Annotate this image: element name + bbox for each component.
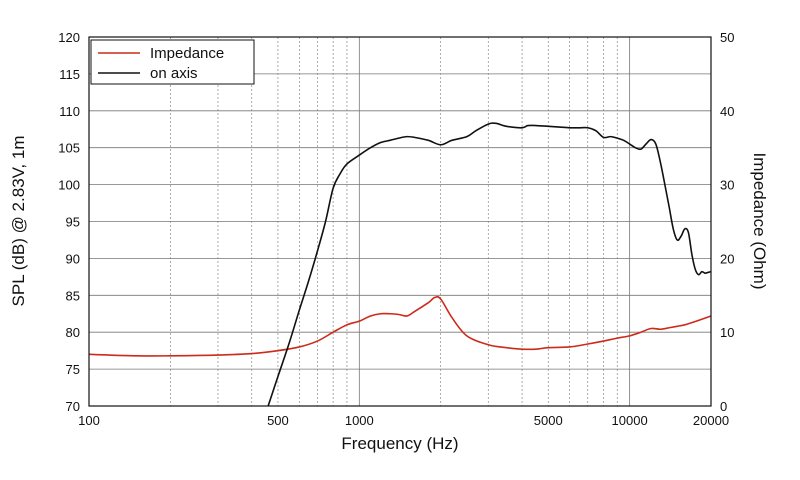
y2-tick-label: 10 <box>720 325 734 340</box>
y-tick-label: 115 <box>59 67 80 82</box>
y-tick-label: 110 <box>59 104 80 119</box>
y-tick-label: 100 <box>58 178 80 193</box>
y-tick-label: 95 <box>66 215 80 230</box>
x-tick-label: 20000 <box>693 413 729 428</box>
y-axis-title: SPL (dB) @ 2.83V, 1m <box>9 136 28 307</box>
y-tick-label: 90 <box>66 251 80 266</box>
y-tick-label: 120 <box>58 30 80 45</box>
y2-tick-label: 40 <box>720 104 734 119</box>
y-tick-label: 105 <box>58 141 80 156</box>
y2-axis-title: Impedance (Ohm) <box>750 153 769 290</box>
x-tick-label: 5000 <box>534 413 563 428</box>
legend-label-impedance: Impedance <box>150 45 224 62</box>
x-tick-label: 1000 <box>345 413 374 428</box>
plot-frame <box>88 36 712 407</box>
y-tick-label: 70 <box>66 399 80 414</box>
legend-box <box>90 39 255 85</box>
x-axis-title: Frequency (Hz) <box>341 434 458 453</box>
legend: Impedance on axis <box>90 39 255 85</box>
grid <box>89 37 711 406</box>
y2-tick-label: 0 <box>720 399 727 414</box>
legend-label-on-axis: on axis <box>150 65 198 82</box>
y-tick-label: 85 <box>66 288 80 303</box>
y2-tick-label: 50 <box>720 30 734 45</box>
x-tick-label: 10000 <box>612 413 648 428</box>
y-tick-label: 75 <box>66 362 80 377</box>
y2-tick-label: 20 <box>720 251 734 266</box>
tick-labels: 100 500 1000 5000 10000 200007075808590951001… <box>58 30 734 428</box>
y-tick-label: 80 <box>66 325 80 340</box>
y2-tick-label: 30 <box>720 178 734 193</box>
series-layer <box>88 122 712 407</box>
x-tick-label: 500 <box>267 413 289 428</box>
series-line-impedance <box>88 295 712 357</box>
series-line-on-axis <box>267 122 712 407</box>
x-tick-label: 100 <box>78 413 100 428</box>
